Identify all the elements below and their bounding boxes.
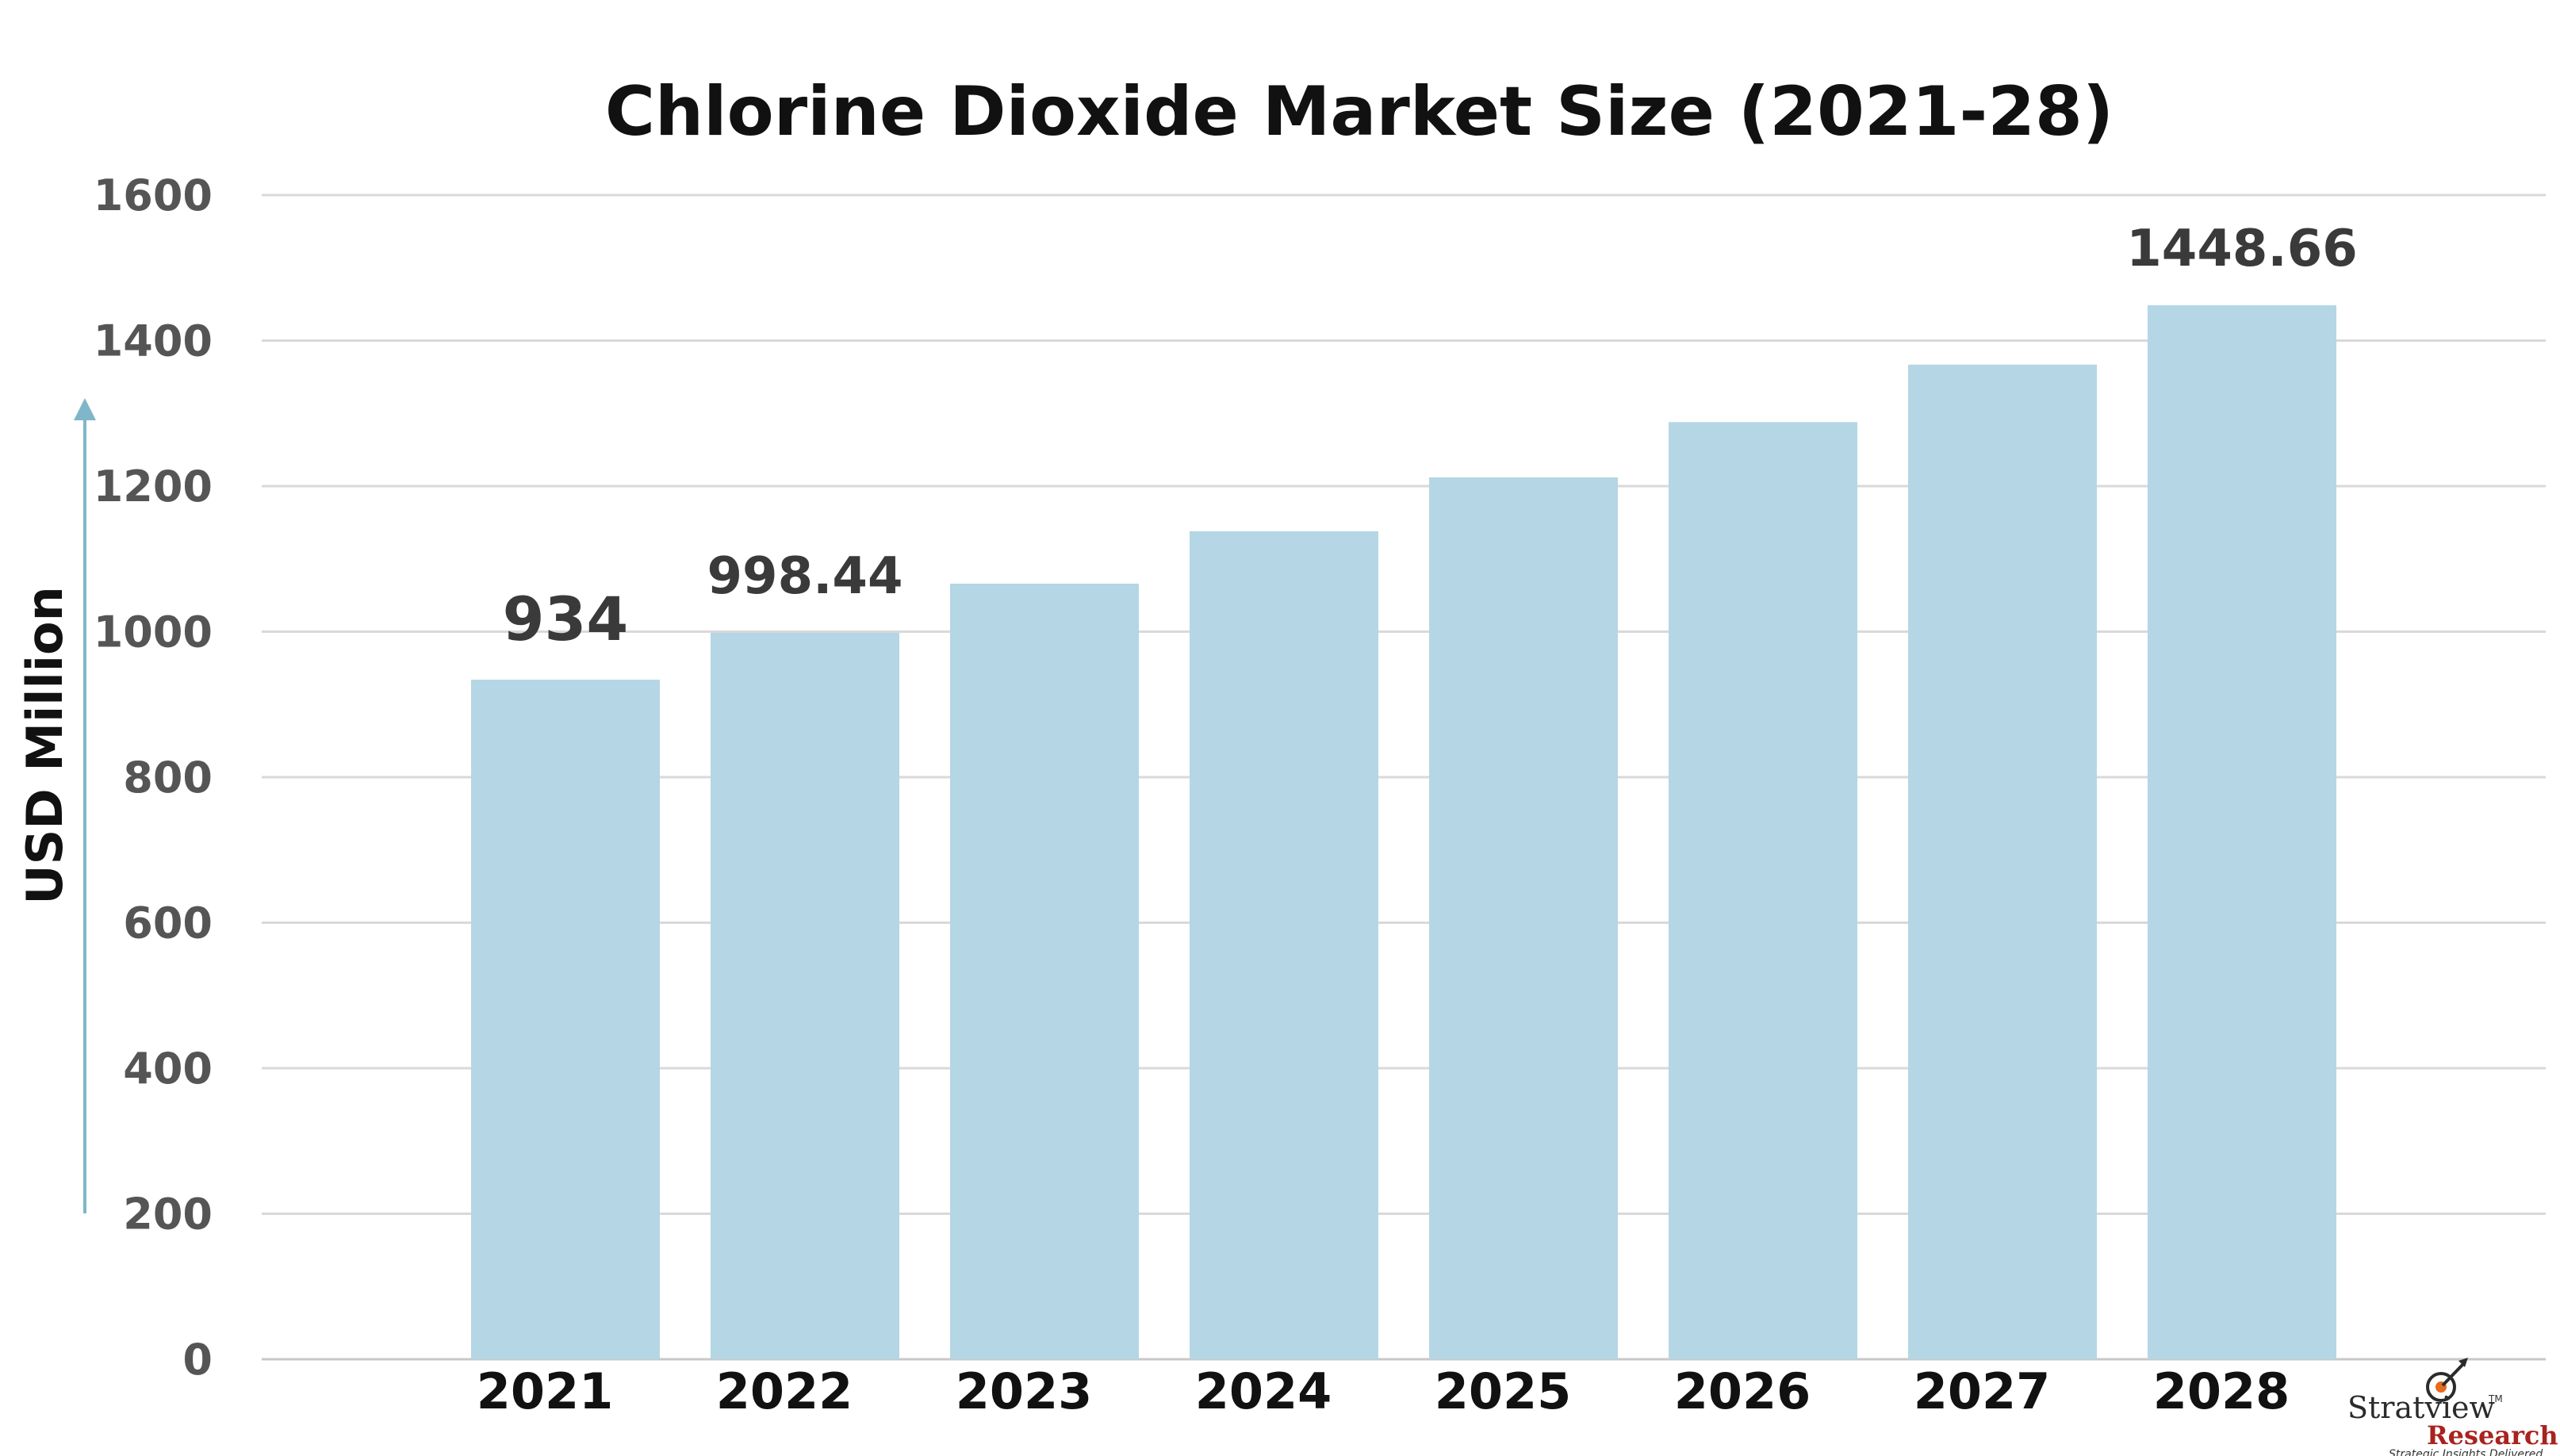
chart-title: Chlorine Dioxide Market Size (2021-28) xyxy=(605,72,2114,151)
x-tick-label: 2024 xyxy=(1195,1362,1332,1420)
x-tick-label: 2023 xyxy=(956,1362,1093,1420)
x-tick-label: 2021 xyxy=(477,1362,614,1420)
bar-2025 xyxy=(1429,477,1618,1359)
y-tick-label: 0 xyxy=(182,1335,213,1385)
bars xyxy=(471,305,2336,1360)
logo-sub: Research xyxy=(2427,1420,2558,1450)
data-label-2028: 1448.66 xyxy=(2126,220,2358,278)
bar-2021 xyxy=(471,680,660,1359)
stratview-logo: Stratview TM Research Strategic Insights… xyxy=(2347,1358,2558,1456)
y-tick-label: 1400 xyxy=(94,316,213,366)
y-tick-label: 800 xyxy=(123,753,213,803)
bar-2022 xyxy=(711,632,899,1359)
y-axis-label: USD Million xyxy=(16,586,74,905)
y-tick-label: 600 xyxy=(123,899,213,948)
bar-2028 xyxy=(2148,305,2336,1359)
y-tick-label: 1600 xyxy=(94,171,213,220)
y-tick-label: 1200 xyxy=(94,462,213,512)
bar-2023 xyxy=(950,583,1139,1359)
y-tick-label: 1000 xyxy=(94,607,213,657)
y-tick-label: 400 xyxy=(123,1044,213,1094)
bar-2024 xyxy=(1190,531,1378,1359)
bar-2026 xyxy=(1669,422,1857,1359)
logo-tagline: Strategic Insights Delivered xyxy=(2389,1448,2543,1456)
y-axis-ticks: 0 200 400 600 800 1000 1200 1400 1600 xyxy=(94,171,213,1385)
x-tick-label: 2028 xyxy=(2153,1362,2290,1420)
logo-tm: TM xyxy=(2488,1393,2503,1404)
y-tick-label: 200 xyxy=(123,1190,213,1240)
x-tick-label: 2026 xyxy=(1674,1362,1811,1420)
logo-name: Stratview xyxy=(2347,1390,2496,1425)
y-axis-arrow-head xyxy=(74,398,96,420)
data-label-2021: 934 xyxy=(503,584,629,654)
x-tick-label: 2027 xyxy=(1914,1362,2051,1420)
data-label-2022: 998.44 xyxy=(707,547,903,606)
x-axis-ticks: 2021 2022 2023 2024 2025 2026 2027 2028 xyxy=(477,1362,2290,1420)
data-labels: 934 998.44 1448.66 xyxy=(503,220,2358,654)
target-arrow-icon xyxy=(2426,1358,2468,1402)
x-tick-label: 2022 xyxy=(716,1362,853,1420)
x-tick-label: 2025 xyxy=(1435,1362,1572,1420)
bar-2027 xyxy=(1908,364,2097,1360)
